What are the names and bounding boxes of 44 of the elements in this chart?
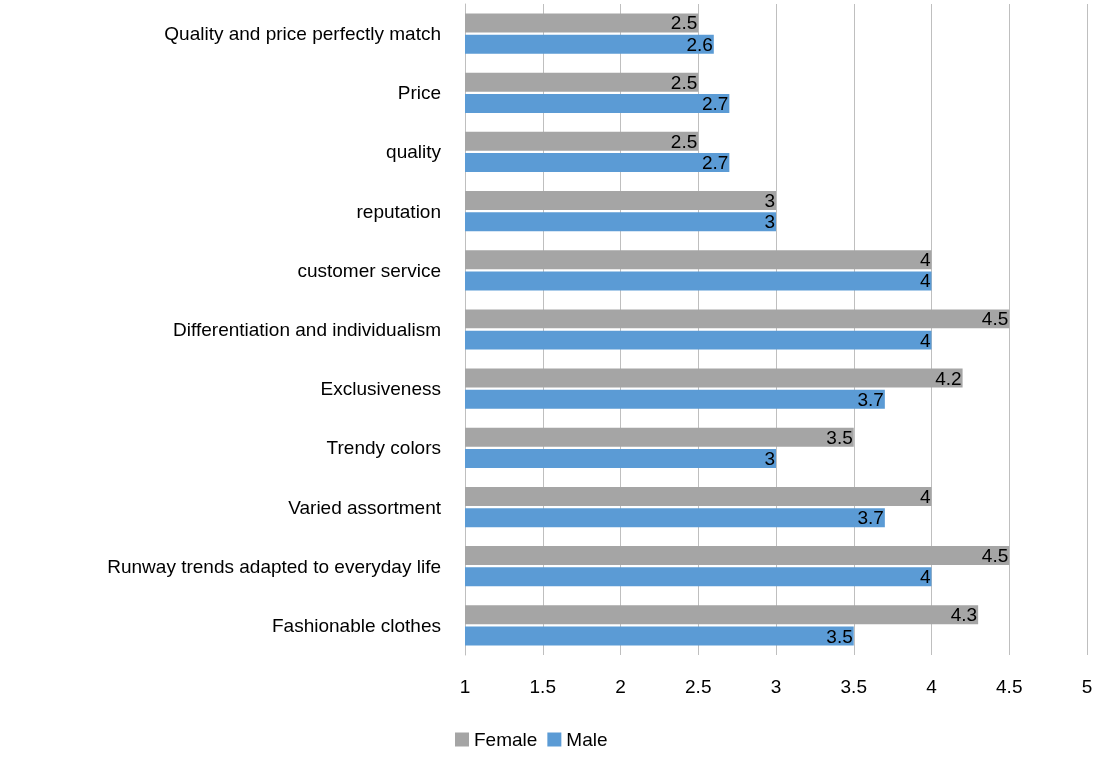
legend-label: Male [566, 729, 608, 750]
data-label: 3.5 [826, 426, 853, 448]
data-label: 3.7 [857, 388, 884, 410]
data-label: 3.7 [857, 507, 884, 529]
x-tick-label: 3 [770, 676, 782, 697]
y-tick-label: reputation [356, 200, 441, 222]
x-tick-label: 3.5 [840, 676, 867, 697]
data-label: 3.5 [826, 625, 853, 647]
data-label: 3 [764, 447, 775, 469]
data-label: 4 [919, 270, 931, 292]
data-label: 4.5 [981, 545, 1009, 567]
y-tick-label: customer service [297, 259, 441, 281]
y-tick-label: quality [386, 141, 442, 163]
x-tick-label: 1 [459, 676, 471, 697]
data-label: 2.5 [670, 71, 698, 93]
y-tick-label: Fashionable clothes [272, 614, 441, 636]
data-label: 2.5 [670, 12, 698, 34]
data-label: 4 [919, 249, 931, 271]
data-label: 3 [764, 190, 775, 212]
x-tick-label: 5 [1081, 676, 1093, 697]
y-tick-label: Trendy colors [326, 437, 441, 459]
data-label: 3 [764, 211, 775, 233]
x-tick-label: 2 [615, 676, 626, 697]
y-tick-label: Price [397, 82, 441, 104]
data-label: 2.7 [701, 92, 729, 114]
data-label: 4 [919, 485, 931, 507]
data-label: 2.7 [701, 152, 729, 174]
data-label: 2.5 [670, 130, 698, 152]
x-tick-label: 4 [926, 676, 938, 697]
y-tick-label: Runway trends adapted to everyday life [107, 555, 441, 577]
data-label: 2.6 [686, 33, 713, 55]
legend-label: Female [474, 729, 538, 750]
data-label: 4 [919, 329, 931, 351]
data-label: 4 [919, 566, 931, 588]
y-tick-label: Quality and price perfectly match [164, 23, 441, 45]
x-tick-label: 1.5 [529, 676, 556, 697]
y-tick-label: Varied assortment [288, 496, 442, 518]
x-tick-label: 2.5 [685, 676, 712, 697]
y-tick-label: Differentiation and individualism [173, 319, 441, 340]
data-label: 4.5 [981, 308, 1009, 330]
x-tick-label: 4.5 [996, 676, 1023, 697]
y-tick-label: Exclusiveness [320, 378, 441, 400]
data-label: 4.2 [935, 367, 962, 389]
data-label: 4.3 [950, 604, 978, 626]
